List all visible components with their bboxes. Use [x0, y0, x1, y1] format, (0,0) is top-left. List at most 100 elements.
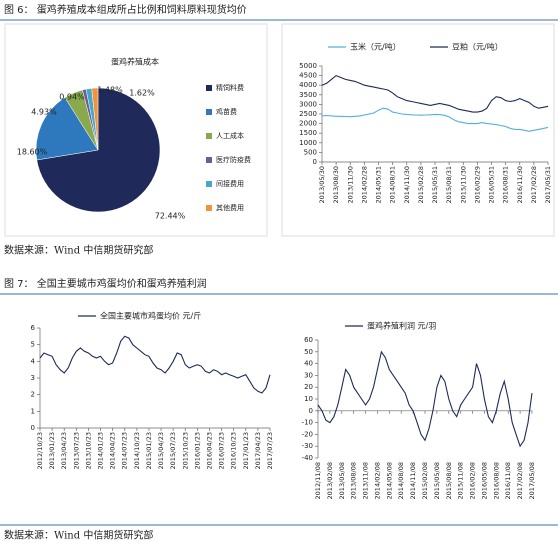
- legend-label: 其他费用: [216, 203, 244, 212]
- y-tick-label: -20: [302, 430, 313, 438]
- x-tick-label: 2017/07/23: [266, 432, 274, 469]
- series-line: [321, 107, 549, 132]
- x-tick-label: 2016/10/23: [230, 432, 238, 469]
- x-tick-label: 2014/02/08: [373, 462, 381, 499]
- y-tick-label: 1: [31, 407, 35, 415]
- y-tick-label: 6: [31, 324, 36, 332]
- x-tick-label: 2015/11/08: [457, 462, 465, 499]
- y-tick-label: 2: [31, 391, 35, 399]
- x-tick-label: 2016/04/23: [205, 432, 213, 469]
- pie-slice: [91, 87, 99, 151]
- panel: [281, 23, 555, 237]
- x-tick-label: 2016/01/23: [193, 432, 201, 469]
- x-tick-label: 2015/10/23: [181, 432, 189, 469]
- y-tick-label: 40: [304, 360, 313, 368]
- x-tick-label: 2014/08/31: [389, 166, 397, 203]
- x-tick-label: 2015/02/28: [417, 166, 425, 203]
- x-tick-label: 2014/04/23: [109, 432, 117, 469]
- x-tick-label: 2015/08/08: [445, 462, 453, 499]
- x-tick-label: 2016/11/08: [504, 462, 512, 499]
- legend-label: 豆粕（元/吨）: [452, 42, 503, 52]
- y-tick-label: 2500: [299, 110, 317, 118]
- y-tick-label: 60: [304, 336, 313, 344]
- x-tick-label: 2017/02/08: [516, 462, 524, 499]
- y-tick-label: 0: [309, 407, 313, 415]
- value-label: 18.60%: [17, 148, 48, 157]
- y-tick-label: 5000: [299, 62, 317, 70]
- x-tick-label: 2017/05/31: [544, 166, 552, 203]
- legend-label: 鸡苗费: [216, 107, 237, 116]
- y-tick-label: 3500: [299, 91, 317, 99]
- x-tick-label: 2013/05/08: [338, 462, 346, 499]
- x-tick-label: 2015/05/31: [431, 166, 439, 203]
- series-line: [39, 335, 271, 394]
- y-tick-label: 10: [304, 395, 313, 403]
- y-tick-label: 500: [304, 148, 317, 156]
- y-tick-label: 4500: [299, 72, 317, 80]
- legend-label: 间接费用: [216, 179, 244, 188]
- x-tick-label: 2016/02/08: [469, 462, 477, 499]
- x-tick-label: 2014/02/28: [360, 166, 368, 203]
- x-tick-label: 2016/07/23: [218, 432, 226, 469]
- value-label: 0.94%: [59, 93, 85, 102]
- x-tick-label: 2015/01/23: [145, 432, 153, 469]
- x-tick-label: 2013/04/23: [60, 432, 68, 469]
- legend-swatch: [206, 133, 212, 139]
- x-tick-label: 2012/10/23: [36, 432, 44, 469]
- source-note: 数据来源：Wind 中信期货研究部: [4, 529, 153, 542]
- y-tick-label: -10: [302, 419, 313, 427]
- y-tick-label: 5: [31, 341, 35, 349]
- value-label: 4.93%: [31, 108, 57, 117]
- x-tick-label: 2016/08/08: [492, 462, 500, 499]
- x-tick-label: 2016/05/08: [480, 462, 488, 499]
- x-tick-label: 2017/01/23: [242, 432, 250, 469]
- y-tick-label: -40: [302, 454, 313, 462]
- y-tick-label: -30: [302, 442, 313, 450]
- panel: [4, 23, 268, 237]
- legend-swatch: [206, 85, 212, 91]
- legend-swatch: [206, 157, 212, 163]
- x-tick-label: 2015/07/23: [169, 432, 177, 469]
- legend-swatch: [206, 181, 212, 187]
- series-line: [317, 350, 533, 448]
- legend-label: 蛋鸡养殖利润 元/羽: [367, 321, 436, 331]
- chart-title: 蛋鸡养殖成本: [111, 57, 159, 67]
- x-tick-label: 2014/05/31: [375, 166, 383, 203]
- pie-slice: [35, 97, 99, 161]
- y-tick-label: 1500: [299, 129, 317, 137]
- x-tick-label: 2015/08/31: [445, 166, 453, 203]
- x-tick-label: 2014/11/08: [409, 462, 417, 499]
- y-tick-label: 4: [31, 357, 36, 365]
- figure-caption: 图 6： 蛋鸡养殖成本组成所占比例和饲料原料现货均价: [4, 3, 247, 16]
- y-tick-label: 0: [31, 424, 35, 432]
- x-tick-label: 2015/04/23: [157, 432, 165, 469]
- legend-label: 医疗防疫费: [216, 155, 251, 164]
- x-tick-label: 2013/05/30: [318, 166, 326, 203]
- legend-swatch: [206, 109, 212, 115]
- y-tick-label: 20: [304, 383, 313, 391]
- y-tick-label: 50: [304, 348, 313, 356]
- x-tick-label: 2015/11/30: [459, 166, 467, 203]
- x-tick-label: 2016/08/31: [502, 166, 510, 203]
- x-tick-label: 2013/01/23: [48, 432, 56, 469]
- x-tick-label: 2013/07/23: [72, 432, 80, 469]
- x-tick-label: 2013/08/08: [350, 462, 358, 499]
- value-label: 1.62%: [129, 89, 155, 98]
- source-note: 数据来源：Wind 中信期货研究部: [4, 244, 153, 257]
- x-tick-label: 2017/04/23: [254, 432, 262, 469]
- x-tick-label: 2013/08/30: [332, 166, 340, 203]
- x-tick-label: 2012/11/08: [314, 462, 322, 499]
- legend-label: 精饲料费: [216, 83, 244, 92]
- x-tick-label: 2017/02/28: [530, 166, 538, 203]
- x-tick-label: 2014/07/23: [121, 432, 129, 469]
- x-tick-label: 2013/11/30: [346, 166, 354, 203]
- series-line: [321, 74, 549, 113]
- pie-slice: [36, 87, 161, 213]
- x-tick-label: 2016/11/30: [516, 166, 524, 203]
- figure-caption: 图 7： 全国主要城市鸡蛋均价和蛋鸡养殖利润: [4, 277, 207, 290]
- legend-swatch: [206, 205, 212, 211]
- x-tick-label: 2013/02/08: [326, 462, 334, 499]
- x-tick-label: 2014/10/23: [133, 432, 141, 469]
- y-tick-label: 30: [304, 371, 313, 379]
